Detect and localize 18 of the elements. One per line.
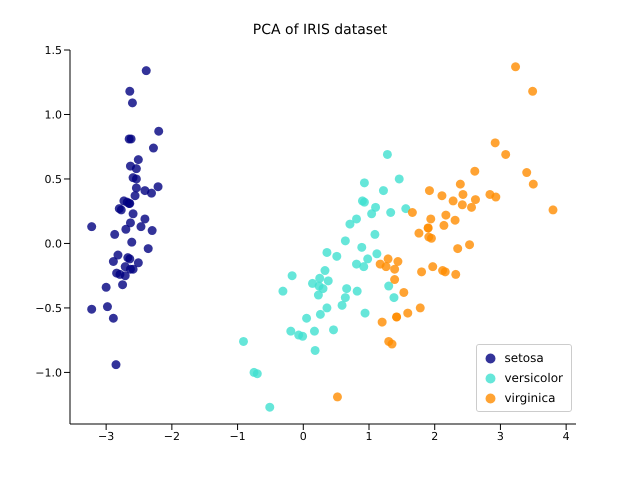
y-tick-label: −0.5 <box>35 302 62 315</box>
x-tick-label: 3 <box>496 430 504 443</box>
legend-label: setosa <box>504 350 544 367</box>
x-tick-label: 2 <box>431 430 438 443</box>
y-tick-label: −1.0 <box>35 366 62 380</box>
x-tick-label: −1 <box>229 430 246 443</box>
chart-title: PCA of IRIS dataset <box>252 22 388 40</box>
x-tick-label: 0 <box>300 430 307 443</box>
x-tick-label: 1 <box>366 430 372 443</box>
y-tick-label: 0.5 <box>44 172 62 186</box>
legend-label: versicolor <box>504 370 563 387</box>
x-tick-label: 4 <box>562 430 570 443</box>
y-tick-label: 0.0 <box>44 237 62 250</box>
legend-label: virginica <box>504 390 556 407</box>
x-tick-label: −2 <box>164 430 180 443</box>
x-tick-label: −3 <box>98 430 114 443</box>
y-tick-label: 1.0 <box>44 108 62 122</box>
y-tick-label: 1.5 <box>44 44 62 57</box>
